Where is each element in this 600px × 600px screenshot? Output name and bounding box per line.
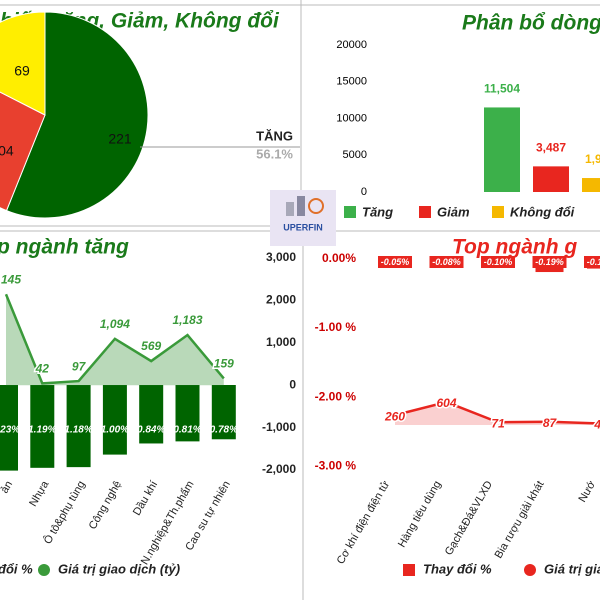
value-label: -0.10% bbox=[484, 257, 513, 267]
line bbox=[394, 400, 600, 425]
y-tick-label: -2.00 % bbox=[315, 389, 357, 403]
pie-slice bbox=[5, 11, 149, 219]
callout-value: 56.1% bbox=[256, 146, 293, 161]
slice-label: 104 bbox=[0, 143, 14, 159]
y-tick-label: 15000 bbox=[336, 76, 367, 88]
value-label-box bbox=[584, 256, 600, 268]
legend-label: đổi % bbox=[0, 561, 33, 576]
value-label: 87 bbox=[543, 416, 558, 430]
chart-title: Top ngành g bbox=[452, 236, 577, 259]
value-label: 0.81% bbox=[173, 425, 201, 436]
slice-label: 221 bbox=[108, 131, 132, 147]
y2-tick-label: 1,000 bbox=[266, 335, 296, 349]
bar bbox=[30, 385, 55, 468]
logo-icon bbox=[308, 198, 324, 214]
value-label: 159 bbox=[214, 357, 234, 371]
value-label: 40 bbox=[593, 418, 600, 432]
value-label: 0.84% bbox=[137, 425, 165, 436]
value-label-box bbox=[429, 256, 464, 268]
legend-marker bbox=[419, 206, 431, 218]
line bbox=[4, 293, 225, 385]
area bbox=[395, 402, 600, 425]
y2-tick-label: 2,000 bbox=[266, 293, 296, 307]
legend-marker bbox=[403, 564, 415, 576]
logo-text: UPERFIN bbox=[283, 222, 323, 232]
value-label: 71 bbox=[491, 416, 505, 430]
value-label: 1.19% bbox=[28, 425, 56, 436]
legend-marker bbox=[492, 206, 504, 218]
value-label: 42 bbox=[35, 362, 50, 376]
legend-marker bbox=[38, 564, 50, 576]
value-label: 569 bbox=[141, 339, 161, 353]
value-label: 0.78% bbox=[210, 425, 238, 436]
value-label: 1.00% bbox=[101, 425, 129, 436]
legend-label: Không đổi bbox=[510, 204, 575, 219]
value-label: 97 bbox=[72, 359, 87, 373]
y-tick-label: 20000 bbox=[336, 39, 367, 51]
bar bbox=[211, 385, 236, 440]
slice-label: 69 bbox=[14, 63, 30, 79]
bar bbox=[139, 385, 164, 444]
y-tick-label: 10000 bbox=[336, 112, 367, 124]
bar bbox=[66, 385, 91, 468]
value-label: 1.18% bbox=[64, 425, 92, 436]
legend-label: Giảm bbox=[437, 204, 470, 219]
legend-label: Giá trị giao dịch bbox=[544, 561, 600, 576]
pie-slice bbox=[0, 11, 46, 116]
bar bbox=[0, 385, 18, 471]
value-label: 260 bbox=[384, 409, 405, 423]
bar bbox=[484, 107, 520, 192]
legend-label: Tăng bbox=[362, 204, 393, 219]
y-tick-label: 5000 bbox=[343, 149, 367, 161]
bar bbox=[533, 166, 569, 192]
y2-tick-label: 0 bbox=[289, 377, 296, 391]
callout-label: TĂNG bbox=[256, 128, 293, 143]
y-tick-label: -3.00 % bbox=[315, 458, 357, 472]
value-label: 1,183 bbox=[172, 313, 202, 327]
y2-tick-label: -2,000 bbox=[262, 462, 296, 476]
legend-marker bbox=[344, 206, 356, 218]
value-label: -0.05% bbox=[381, 257, 410, 267]
y-tick-label: 0 bbox=[361, 186, 367, 198]
y2-tick-label: -1,000 bbox=[262, 420, 296, 434]
bar bbox=[582, 178, 600, 192]
value-label: 2,145 bbox=[0, 272, 21, 286]
legend-label: Thay đổi % bbox=[423, 561, 492, 576]
logo-icon bbox=[297, 196, 305, 216]
value-label: 1,900 bbox=[585, 152, 600, 166]
chart-title: p ngành tăng bbox=[0, 236, 129, 259]
chart-title: Phân bổ dòng bbox=[462, 12, 600, 35]
value-label: 604 bbox=[436, 396, 456, 410]
y-tick-label: -1.00 % bbox=[315, 320, 357, 334]
y2-tick-label: 3,000 bbox=[266, 250, 296, 264]
value-label: -0.19% bbox=[535, 257, 564, 267]
value-label: -0.08% bbox=[432, 257, 461, 267]
value-label-box bbox=[532, 256, 567, 268]
value-label: -0.14% bbox=[587, 257, 600, 267]
value-label: 1,094 bbox=[100, 317, 130, 331]
logo-icon bbox=[286, 202, 294, 216]
bar bbox=[175, 385, 200, 442]
y-tick-label: 0.00% bbox=[322, 251, 356, 265]
value-label-box bbox=[378, 256, 412, 268]
legend-marker bbox=[524, 564, 536, 576]
x-tick-label: ản bbox=[0, 479, 15, 496]
value-label: 3,487 bbox=[536, 141, 566, 155]
pie-slice bbox=[0, 91, 46, 212]
value-label: 11,504 bbox=[484, 82, 520, 96]
legend-label: Giá trị giao dịch (tỷ) bbox=[58, 561, 180, 576]
bar bbox=[102, 385, 127, 455]
value-label: 1.23% bbox=[0, 425, 20, 436]
value-label-box bbox=[481, 256, 515, 268]
